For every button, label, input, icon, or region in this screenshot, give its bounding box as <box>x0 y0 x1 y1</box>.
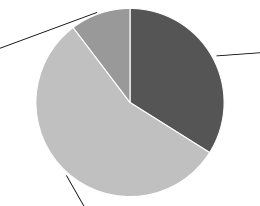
Wedge shape <box>36 28 210 197</box>
Text: 賛成,
378,
34%: 賛成, 378, 34% <box>217 35 260 68</box>
Wedge shape <box>73 9 130 103</box>
Wedge shape <box>130 9 224 153</box>
Text: どちら
とも言
えない,
115,
10%: どちら とも言 えない, 115, 10% <box>0 13 97 89</box>
Text: 反対,
621,
56%: 反対, 621, 56% <box>67 176 125 206</box>
